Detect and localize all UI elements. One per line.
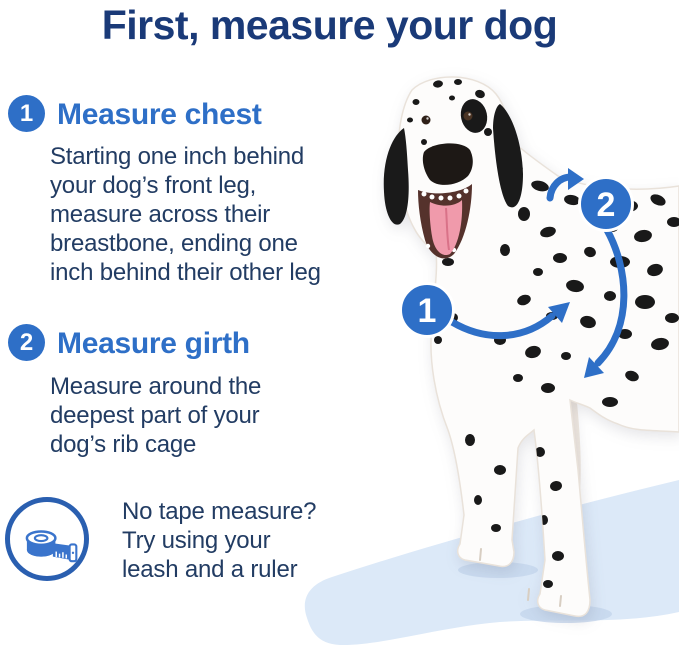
step-number-badge-2: 2	[8, 324, 45, 361]
dog-right-ear	[493, 104, 523, 208]
tape-measure-icon	[5, 497, 89, 581]
dog-left-ear	[383, 128, 409, 225]
dog-tongue	[429, 200, 463, 256]
step-description-girth: Measure around the deepest part of your …	[50, 373, 262, 458]
step-description-chest: Starting one inch behind your dog’s fron…	[50, 143, 321, 286]
girth-direction-arrow-icon	[546, 168, 584, 202]
dalmatian-illustration	[383, 76, 679, 618]
page-title: First, measure your dog	[101, 2, 558, 48]
dog-nose	[422, 143, 473, 185]
step-number-badge-1: 1	[8, 95, 45, 132]
svg-text:1: 1	[418, 292, 437, 330]
step-number-2: 2	[19, 328, 34, 356]
girth-marker-badge: 2	[578, 176, 634, 232]
chest-arrow-icon	[448, 302, 570, 340]
girth-arrow-icon	[584, 226, 628, 378]
chest-marker-badge: 1	[399, 282, 455, 338]
step-heading-girth: Measure girth	[57, 327, 250, 360]
note-text: No tape measure? Try using your leash an…	[122, 498, 317, 583]
step-heading-chest: Measure chest	[57, 98, 262, 131]
svg-text:2: 2	[597, 186, 616, 224]
step-number-1: 1	[19, 99, 34, 127]
